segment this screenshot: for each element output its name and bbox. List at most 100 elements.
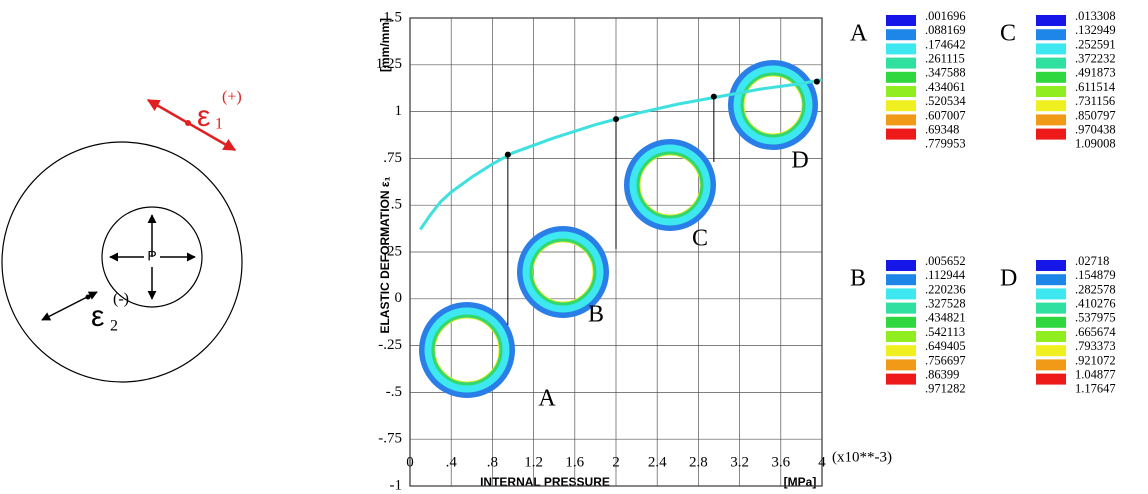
pressure-arrows [109, 214, 196, 300]
legend-swatch [1036, 57, 1066, 69]
point [813, 78, 820, 85]
x-tick-label: .4 [446, 454, 458, 470]
ring-inner [636, 151, 704, 219]
strain2-point [85, 294, 91, 300]
legend-value: .611514 [1075, 80, 1116, 94]
legend-swatch [1036, 43, 1066, 55]
ring-mid [424, 307, 510, 393]
legend-swatch [1036, 331, 1066, 342]
y-tick-label: -1 [390, 477, 403, 493]
legend-value: .088169 [925, 23, 966, 37]
legend-value: .779953 [925, 137, 966, 151]
legend-value: .756697 [925, 353, 966, 367]
strain2-subscript: 2 [110, 318, 118, 335]
ring-inner [529, 238, 597, 306]
legend-swatch [886, 71, 916, 83]
legend-value: .220236 [925, 282, 966, 296]
legend-swatch [886, 316, 916, 328]
deformed-ring [728, 60, 818, 150]
y-tick-label: -.75 [378, 431, 402, 447]
legend-value: .970438 [1075, 122, 1116, 136]
legend-value: .013308 [1075, 9, 1116, 23]
legend-value: .434821 [925, 311, 966, 325]
ring-diagram: P ε 1 (+) ε 2 (-) [1, 89, 243, 383]
y-tick-label: 1.5 [383, 9, 402, 25]
legend-value: .971282 [925, 382, 966, 396]
legend-swatch [886, 302, 916, 314]
y-tick-label: 1 [395, 103, 403, 119]
legend-swatch [1036, 100, 1066, 112]
legend-value: 1.04877 [1075, 367, 1116, 381]
legend-swatch [1036, 345, 1066, 357]
legend-swatch [1036, 274, 1066, 286]
inner-circle [101, 206, 203, 308]
x-tick-label: 4 [818, 454, 826, 470]
legend-swatch [886, 359, 916, 371]
legend-swatch [1036, 86, 1066, 97]
legend-value: .793373 [1075, 339, 1116, 353]
legend-value: .607007 [925, 108, 966, 122]
legend-swatch [886, 29, 916, 41]
legend-value: .372232 [1075, 51, 1116, 65]
ring-inner [740, 72, 806, 138]
y-tick-label: -.5 [386, 384, 402, 400]
strain2-symbol: ε [91, 300, 104, 333]
legend-value: .649405 [925, 339, 966, 353]
legend-value: .921072 [1075, 353, 1116, 367]
curve [419, 78, 823, 231]
y-tick-label: .5 [391, 197, 402, 213]
legend-value: .005652 [925, 254, 966, 268]
y-axis-label: ELASTIC DEFORMATION ε₁ [378, 176, 392, 333]
x-unit: [MPa] [784, 475, 817, 489]
legend-value: .02718 [1075, 254, 1109, 268]
strain1-symbol: ε [197, 100, 210, 133]
legend-value: .69348 [925, 122, 959, 136]
point [504, 151, 511, 158]
point [710, 93, 717, 100]
legend-swatch [1036, 359, 1066, 371]
legend-swatch [886, 260, 916, 271]
x-tick-label: 1.2 [524, 454, 543, 470]
legend-swatch [886, 15, 916, 26]
legend-value: .112944 [925, 268, 966, 282]
x-multiplier: (x10**-3) [832, 449, 892, 465]
point-label: B [588, 302, 604, 328]
strain1-sign: (+) [222, 89, 242, 106]
legend-value: .327528 [925, 296, 966, 310]
legend-swatch [886, 100, 916, 112]
outer-circle [1, 141, 243, 383]
x-tick-label: .8 [487, 454, 498, 470]
legend-value: .520534 [925, 94, 966, 108]
deformed-ring [419, 302, 515, 398]
x-tick-label: 2.4 [648, 454, 667, 470]
legend-title: C [1000, 21, 1016, 47]
legend-swatch [1036, 302, 1066, 314]
y-tick-label: 0 [395, 290, 403, 306]
legend-value: .537975 [1075, 311, 1116, 325]
ring-edge [434, 317, 500, 383]
pressure-label: P [147, 248, 156, 264]
y-tick-label: 1.25 [376, 56, 402, 72]
legend-value: .174642 [925, 37, 966, 51]
legend-swatch [1036, 114, 1066, 126]
ring-mid [522, 231, 604, 313]
legend-value: .434061 [925, 80, 966, 94]
legend-swatch [1036, 316, 1066, 328]
strain2-sign: (-) [113, 291, 129, 308]
legend-value: .542113 [925, 325, 965, 339]
y-unit: [mm/mm] [378, 18, 392, 72]
legend-swatch [886, 128, 916, 140]
legend-swatch [886, 331, 916, 342]
legend-value: .665674 [1075, 325, 1116, 339]
point-label: A [538, 386, 556, 412]
legend-value: .86399 [925, 367, 959, 381]
legend-swatch [1036, 373, 1066, 385]
point-label: C [692, 226, 708, 252]
y-tick-label: -.25 [378, 337, 402, 353]
deformed-ring [517, 226, 609, 318]
x-tick-label: 2 [612, 454, 620, 470]
point [613, 116, 619, 123]
legend-value: .132949 [1075, 23, 1116, 37]
legend-value: .252591 [1075, 37, 1116, 51]
